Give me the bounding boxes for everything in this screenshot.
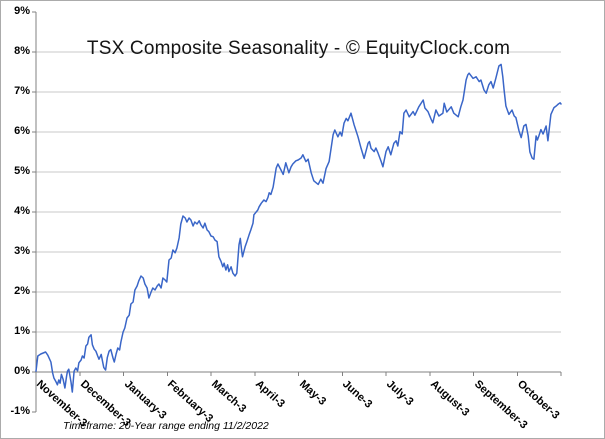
timeframe-footnote: Timeframe: 20-Year range ending 11/2/202… bbox=[63, 420, 269, 432]
y-axis-label: 6% bbox=[14, 125, 30, 137]
y-axis-label: 1% bbox=[14, 325, 30, 337]
y-axis-label: 7% bbox=[14, 85, 30, 97]
y-axis-label: 5% bbox=[14, 165, 30, 177]
y-axis-label: 9% bbox=[14, 5, 30, 17]
chart-title: TSX Composite Seasonality - © EquityCloc… bbox=[86, 38, 511, 59]
y-axis-label: 3% bbox=[14, 245, 30, 257]
y-axis-label: -1% bbox=[10, 405, 30, 417]
y-axis-label: 4% bbox=[14, 205, 30, 217]
y-axis-label: 2% bbox=[14, 285, 30, 297]
y-axis-label: 0% bbox=[14, 365, 30, 377]
seasonality-line bbox=[35, 63, 562, 393]
y-axis-label: 8% bbox=[14, 45, 30, 57]
